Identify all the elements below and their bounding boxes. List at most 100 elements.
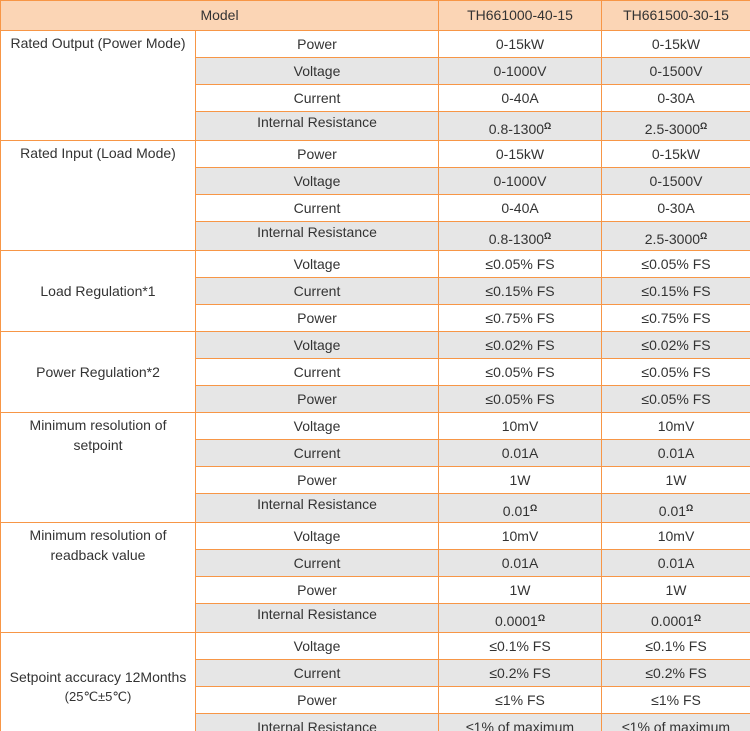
param-text: Current [293,199,341,216]
value-cell: ≤0.15% FS [438,277,603,305]
value-cell: 0-30A [601,84,750,112]
value-cell: ≤0.02% FS [438,331,603,359]
value-cell: ≤1% of maximum [438,713,603,731]
value-cell: 1W [438,576,603,604]
value-cell: ≤0.2% FS [601,659,750,687]
table-row: Load Regulation*1 Voltage ≤0.05% FS ≤0.05% … [0,250,750,332]
value-cell: 0-1500V [601,57,750,85]
param-cell: Voltage [194,632,440,660]
value-text: 0.01A [501,554,539,571]
table-row: Current ≤0.15% FS ≤0.15% FS [1,277,750,305]
value-text: 0.01A [501,444,539,461]
value-text: 1W [509,471,531,488]
value-cell: 0.0001Ω [438,603,603,633]
value-text: ≤0.05% FS [485,390,555,407]
param-text: Power [297,309,337,326]
group-label-cell: Setpoint accuracy 12Months (25℃±5℃) [0,632,196,731]
value-cell: 0-1500V [601,167,750,195]
param-text: Current [293,282,341,299]
param-text: Voltage [293,255,341,272]
param-text: Voltage [293,417,341,434]
param-text: Power [297,35,337,52]
value-text: 0-1500V [649,172,703,189]
value-text: ≤1% of maximum [621,718,731,731]
value-cell: 2.5-3000Ω [601,111,750,141]
table-row: Rated Input (Load Mode) Power 0-15kW 0-15kW [0,140,750,251]
param-cell: Power [194,30,440,58]
value-text: ≤0.05% FS [485,363,555,380]
header-text: TH661000-40-15 [467,7,573,23]
value-cell: 0-1000V [438,57,603,85]
table-row: Power ≤0.75% FS ≤0.75% FS [1,304,750,332]
value-text: 10mV [657,527,695,544]
value-cell: 0-15kW [601,140,750,168]
table-row: Power 1W 1W [1,576,750,604]
value-cell: 10mV [438,412,603,440]
param-cell: Current [194,194,440,222]
value-text: 0.8-1300 [488,231,545,247]
header-cell: TH661000-40-15 [438,0,603,31]
table-row: Power ≤0.05% FS ≤0.05% FS [1,385,750,413]
table-row: Minimum resolution of setpoint Voltage 10m… [0,412,750,523]
header-text: TH661500-30-15 [623,7,729,23]
table-row: Power Regulation*2 Voltage ≤0.02% FS ≤0.02%… [0,331,750,413]
param-cell: Current [194,549,440,577]
value-cell: ≤0.15% FS [601,277,750,305]
value-cell: 1W [601,466,750,494]
unit-text: Ω [544,231,552,241]
table-row: Voltage 0-1000V 0-1500V [1,167,750,195]
param-text: Power [297,581,337,598]
value-text: 0-15kW [651,35,701,52]
unit-text: Ω [693,613,702,623]
param-text: Internal Resistance [257,224,377,240]
value-text: 0-15kW [495,35,545,52]
value-text: 0.01 [658,503,687,519]
value-text: ≤0.05% FS [641,255,711,272]
value-text: 0-30A [657,89,695,106]
param-cell: Internal Resistance [194,221,440,251]
unit-text: Ω [686,503,694,513]
value-text: 10mV [501,527,539,544]
value-cell: 2.5-3000Ω [601,221,750,251]
value-cell: 0-30A [601,194,750,222]
header-cell: Model [0,0,440,31]
param-text: Current [293,444,341,461]
header-cell: TH661500-30-15 [601,0,750,31]
param-text: Power [297,390,337,407]
param-text: Internal Resistance [257,606,377,622]
group-label-cell: Power Regulation*2 [0,331,196,413]
table-row: Internal Resistance 0.01Ω 0.01Ω [1,493,750,523]
group-label-cell: Load Regulation*1 [0,250,196,332]
value-text: 2.5-3000 [644,121,701,137]
value-text: ≤0.75% FS [485,309,555,326]
value-text: 0.0001 [650,613,694,629]
value-text: ≤0.1% FS [489,637,551,654]
value-cell: ≤0.05% FS [438,358,603,386]
table-row: Rated Output (Power Mode) Power 0-15kW 0-15… [0,30,750,141]
value-text: 0.01 [502,503,531,519]
param-text: Voltage [293,637,341,654]
param-text: Power [297,145,337,162]
value-cell: 1W [438,466,603,494]
param-cell: Current [194,439,440,467]
value-cell: 10mV [438,522,603,550]
value-text: ≤0.02% FS [641,336,711,353]
group-label-cell: Rated Output (Power Mode) [0,30,196,141]
value-cell: 0.01Ω [438,493,603,523]
param-cell: Internal Resistance [194,111,440,141]
table-row: Internal Resistance 0.8-1300Ω 2.5-3000Ω [1,221,750,251]
value-text: ≤1% FS [651,691,701,708]
group-label: Rated Input (Load Mode) [20,145,176,161]
value-text: ≤1% of maximum [465,718,575,731]
table-row: Minimum resolution of readback value Volt… [0,522,750,633]
table-row: Voltage 0-1000V 0-1500V [1,57,750,85]
unit-text: Ω [537,613,546,623]
param-cell: Voltage [194,250,440,278]
param-text: Current [293,664,341,681]
table-row: Current 0.01A 0.01A [1,549,750,577]
value-cell: 0.01A [601,549,750,577]
param-cell: Current [194,358,440,386]
value-text: ≤0.05% FS [641,363,711,380]
